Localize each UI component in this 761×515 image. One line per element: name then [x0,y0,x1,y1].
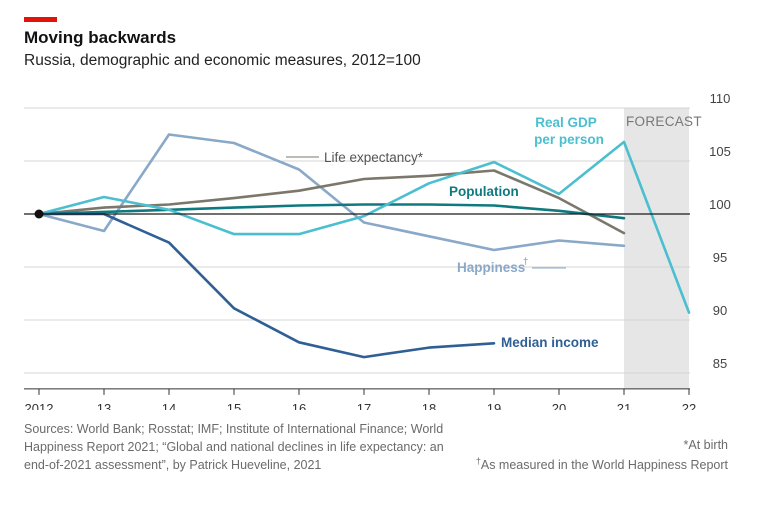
footnote-dagger: † [475,456,481,466]
x-tick-label-2012: 2012 [25,401,54,410]
sources-note: Sources: World Bank; Rosstat; IMF; Insti… [24,422,444,472]
series-label-median-income: Median income [501,335,599,350]
forecast-band [624,108,689,389]
chart-title: Moving backwards [24,28,177,47]
series-label-life-expectancy: Life expectancy* [324,150,424,165]
x-tick-label-2021: 21 [617,401,631,410]
series-line-population [37,203,626,220]
y-tick-label-85: 85 [713,356,727,371]
footnote-happiness: †As measured in the World Happiness Repo… [476,456,728,472]
x-tick-label-2020: 20 [552,401,566,410]
y-tick-label-95: 95 [713,250,727,265]
accent-bar [24,17,57,22]
series-line-median-income [37,212,496,359]
x-tick-label-2016: 16 [292,401,306,410]
line-chart: FORECAST 85 90 95 100 105 110 2012 13 14 15 16 17 18 1… [24,91,731,410]
x-tick-label-2017: 17 [357,401,371,410]
x-tick-label-2018: 18 [422,401,436,410]
series-label-happiness: Happiness [457,260,525,275]
forecast-label: FORECAST [626,114,702,129]
x-tick-label-2022: 22 [682,401,696,410]
y-tick-label-110: 110 [710,91,731,106]
series-label-real-gdp-line1: Real GDP [535,115,597,130]
series-label-happiness-dagger: † [523,256,528,267]
x-tick-label-2014: 14 [162,401,176,410]
series-line-real-gdp-per-person [37,140,691,314]
origin-marker [34,209,44,219]
series-line-happiness [37,133,626,252]
y-tick-label-100: 100 [709,197,731,212]
y-tick-label-105: 105 [709,144,731,159]
x-tick-label-2015: 15 [227,401,241,410]
chart-subtitle: Russia, demographic and economic measure… [24,52,421,69]
series-label-population: Population [449,184,519,199]
footnote-at-birth: *At birth [683,438,728,452]
x-tick-label-2013: 13 [97,401,111,410]
series-line-life-expectancy [37,169,626,235]
y-tick-label-90: 90 [713,303,727,318]
footnote-happiness-text: As measured in the World Happiness Repor… [480,458,728,473]
x-tick-label-2019: 19 [487,401,501,410]
series-label-real-gdp-line2: per person [534,132,604,147]
